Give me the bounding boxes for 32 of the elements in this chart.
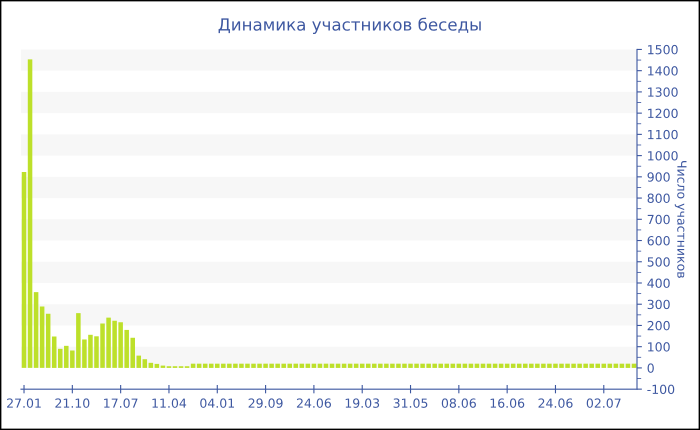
y-tick-label: 0 xyxy=(648,363,654,373)
x-tick-label: 11.04 xyxy=(152,398,186,408)
chart-title: Динамика участников беседы xyxy=(218,18,481,34)
x-tick-label: 21.10 xyxy=(55,398,90,408)
y-tick-label: 100 xyxy=(648,342,670,352)
x-tick-label: 19.03 xyxy=(346,398,380,408)
x-tick-label: 31.05 xyxy=(394,398,428,408)
y-tick-label: 1400 xyxy=(648,66,678,76)
y-tick-label: -100 xyxy=(647,384,674,394)
y-tick-label: 500 xyxy=(648,257,670,267)
y-tick-label: 1000 xyxy=(648,151,678,161)
y-tick-label: 1200 xyxy=(648,108,678,118)
x-tick-label: 27.01 xyxy=(7,398,41,408)
y-axis-title: Число участников xyxy=(674,161,686,278)
x-tick-label: 29.09 xyxy=(248,398,283,408)
x-tick-label: 17.07 xyxy=(104,398,138,408)
y-tick-label: 600 xyxy=(648,236,670,246)
x-tick-label: 02.07 xyxy=(586,398,621,408)
y-tick-label: 1500 xyxy=(648,44,678,54)
y-tick-label: 1300 xyxy=(648,87,678,97)
x-tick-label: 24.06 xyxy=(538,398,573,408)
y-tick-label: 700 xyxy=(648,214,670,224)
y-tick-label: 400 xyxy=(647,278,670,288)
x-tick-label: 16.06 xyxy=(490,398,524,408)
y-tick-label: 900 xyxy=(648,172,670,182)
y-tick-label: 800 xyxy=(648,194,670,203)
x-tick-label: 08.06 xyxy=(442,398,476,408)
y-tick-label: 1100 xyxy=(648,130,678,140)
x-tick-label: 24.06 xyxy=(296,398,332,408)
y-tick-label: 200 xyxy=(648,320,670,330)
y-tick-label: 300 xyxy=(648,300,670,310)
x-tick-label: 04.01 xyxy=(200,398,234,408)
